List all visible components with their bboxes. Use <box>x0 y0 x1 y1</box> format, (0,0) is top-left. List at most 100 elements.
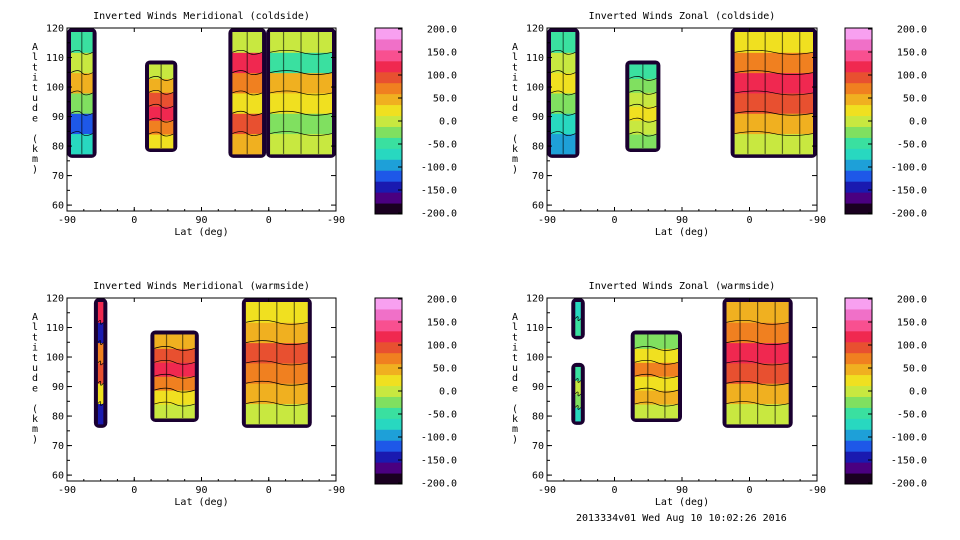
y-axis-label-char: k <box>512 144 518 155</box>
colorbar-swatch <box>845 473 872 485</box>
y-axis-label-char: u <box>32 363 38 374</box>
y-axis-label-char: u <box>512 93 518 104</box>
contour-line <box>634 387 679 393</box>
y-axis-label-char: k <box>512 414 518 425</box>
plot-area <box>93 298 312 428</box>
data-block <box>571 298 585 340</box>
y-axis-label-char: e <box>32 113 38 124</box>
data-band <box>734 133 813 155</box>
footer: 2013334v01 Wed Aug 10 10:02:26 2016 <box>0 513 960 527</box>
contour-line <box>734 110 814 116</box>
colorbar-tick-label: 0.0 <box>909 117 927 128</box>
data-block <box>266 28 336 158</box>
contour-line <box>634 401 679 407</box>
x-tick-label: 90 <box>676 215 688 226</box>
x-tick-label: 90 <box>676 485 688 496</box>
contour-line <box>634 373 679 379</box>
contour-line <box>97 360 104 366</box>
x-tick-label: 0 <box>266 485 272 496</box>
colorbar-swatch <box>375 181 402 193</box>
y-tick-label: 80 <box>532 142 544 153</box>
contour-line <box>734 70 814 75</box>
data-band <box>734 72 813 94</box>
y-axis-label-char: i <box>32 343 38 354</box>
colorbar-tick-label: -100.0 <box>421 433 457 444</box>
data-band <box>154 390 195 405</box>
x-tick-label: -90 <box>327 485 345 496</box>
colorbar-swatch <box>375 396 402 408</box>
colorbar-swatch <box>375 170 402 182</box>
y-axis-label-char: i <box>512 343 518 354</box>
y-axis-label-char: d <box>32 373 38 384</box>
y-tick-label: 120 <box>46 24 64 35</box>
colorbar-tick-label: 150.0 <box>897 48 927 59</box>
colorbar-tick-label: -150.0 <box>891 186 927 197</box>
colorbar-tick-label: 200.0 <box>427 25 457 36</box>
colorbar-swatch <box>375 71 402 84</box>
data-band <box>575 302 581 320</box>
y-axis-label-char: k <box>32 414 38 425</box>
colorbar-swatch <box>845 60 872 73</box>
colorbar-tick-label: -200.0 <box>891 479 927 490</box>
data-block <box>722 298 793 428</box>
colorbar-tick-label: 0.0 <box>439 117 457 128</box>
colorbar-tick-label: -150.0 <box>421 456 457 467</box>
colorbar-swatch <box>845 429 872 441</box>
colorbar-swatch <box>375 451 402 463</box>
x-tick-label: 0 <box>131 485 137 496</box>
panel-zonal-warmside: Inverted Winds Zonal (warmside) -90 0 90 0 -9… <box>512 281 927 508</box>
colorbar-swatch <box>375 330 402 343</box>
y-axis-label-char: m <box>32 154 38 165</box>
colorbar-swatch <box>375 308 402 321</box>
colorbar-swatch <box>375 104 402 117</box>
data-band <box>154 376 195 391</box>
data-band <box>154 362 195 377</box>
colorbar-tick-label: -50.0 <box>427 410 457 421</box>
y-axis-label-char: ) <box>32 434 38 445</box>
y-axis-label-char: t <box>512 83 518 94</box>
chart-title: Inverted Winds Zonal (coldside) <box>589 11 776 22</box>
colorbar-swatch <box>845 374 872 387</box>
colorbar-swatch <box>375 137 402 149</box>
y-axis-label-char: i <box>32 73 38 84</box>
y-tick-label: 80 <box>532 412 544 423</box>
x-tick-label: 0 <box>611 485 617 496</box>
data-band <box>734 92 813 114</box>
y-axis-label-char: e <box>32 383 38 394</box>
colorbar-swatch <box>375 82 402 95</box>
colorbar-swatch <box>845 462 872 474</box>
y-axis-label-char: A <box>32 312 38 323</box>
y-axis-label-char: t <box>32 83 38 94</box>
y-tick-label: 120 <box>526 24 544 35</box>
y-tick-label: 60 <box>532 471 544 482</box>
colorbar-swatch <box>375 203 402 215</box>
contour-line <box>97 340 104 345</box>
contour-line <box>575 405 582 410</box>
y-tick-label: 100 <box>526 353 544 364</box>
colorbar-tick-label: 50.0 <box>433 364 457 375</box>
data-band <box>97 302 104 323</box>
colorbar-swatch <box>375 385 402 397</box>
data-block <box>730 28 817 158</box>
colorbar-swatch <box>375 473 402 485</box>
chart-title: Inverted Winds Meridional (warmside) <box>93 281 310 292</box>
y-axis-label-char: ( <box>512 134 518 145</box>
y-tick-label: 70 <box>52 171 64 182</box>
x-tick-label: -90 <box>808 485 826 496</box>
y-tick-label: 80 <box>52 412 64 423</box>
y-tick-label: 70 <box>532 441 544 452</box>
footer-timestamp: 2013334v01 Wed Aug 10 10:02:26 2016 <box>576 513 787 524</box>
y-tick-label: 60 <box>52 471 64 482</box>
y-axis-label-char: l <box>512 322 518 333</box>
colorbar-swatch <box>845 308 872 321</box>
colorbar-swatch <box>845 148 872 160</box>
plot-area <box>571 298 793 428</box>
colorbar-swatch <box>845 341 872 354</box>
colorbar-tick-label: 50.0 <box>903 94 927 105</box>
colorbar-tick-label: -200.0 <box>421 209 457 220</box>
colorbar-swatch <box>845 104 872 117</box>
